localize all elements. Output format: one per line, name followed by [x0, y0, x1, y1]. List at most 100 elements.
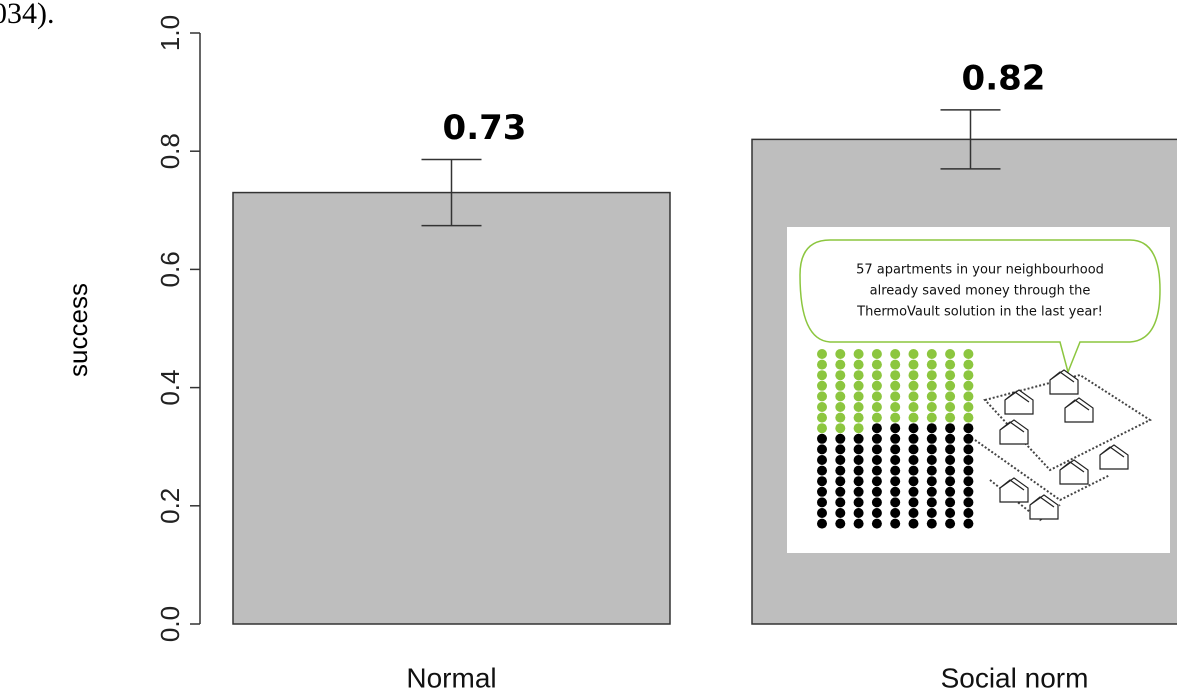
dot: [945, 360, 955, 370]
dot: [909, 360, 919, 370]
dot: [854, 444, 864, 454]
x-tick-label: Normal: [406, 662, 496, 693]
dot: [872, 402, 882, 412]
dot: [890, 349, 900, 359]
dot: [854, 497, 864, 507]
y-tick-label: 0.4: [155, 370, 185, 406]
dot: [890, 444, 900, 454]
dot: [963, 391, 973, 401]
dot: [963, 360, 973, 370]
dot: [927, 434, 937, 444]
dot: [835, 434, 845, 444]
dot: [835, 487, 845, 497]
dot: [854, 476, 864, 486]
text-fragment: 034).: [0, 0, 55, 30]
dot: [835, 402, 845, 412]
dot: [945, 508, 955, 518]
dot: [817, 423, 827, 433]
dot: [963, 508, 973, 518]
dot: [817, 519, 827, 529]
dot: [963, 497, 973, 507]
dot: [963, 466, 973, 476]
dot: [817, 370, 827, 380]
dot: [945, 391, 955, 401]
dot: [872, 519, 882, 529]
dot: [890, 487, 900, 497]
dot: [909, 423, 919, 433]
dot: [945, 476, 955, 486]
dot: [963, 519, 973, 529]
inset: 57 apartments in your neighbourhoodalrea…: [787, 227, 1170, 553]
dot: [909, 476, 919, 486]
dot: [890, 360, 900, 370]
dot: [927, 360, 937, 370]
dot: [890, 466, 900, 476]
dot: [945, 466, 955, 476]
dot: [817, 349, 827, 359]
y-tick-label: 0.0: [155, 606, 185, 642]
dot: [890, 413, 900, 423]
dot: [927, 370, 937, 380]
dot: [945, 349, 955, 359]
dot: [963, 370, 973, 380]
dot: [945, 444, 955, 454]
dot: [835, 360, 845, 370]
dot: [872, 423, 882, 433]
dot: [872, 497, 882, 507]
dot: [835, 413, 845, 423]
dot: [909, 402, 919, 412]
dot: [890, 381, 900, 391]
dot: [817, 455, 827, 465]
dot: [872, 381, 882, 391]
dot: [835, 455, 845, 465]
dot: [945, 519, 955, 529]
dot: [909, 487, 919, 497]
dot: [817, 487, 827, 497]
dot: [854, 455, 864, 465]
dot: [909, 434, 919, 444]
dot: [909, 349, 919, 359]
dot: [927, 497, 937, 507]
dot: [854, 370, 864, 380]
dot: [817, 381, 827, 391]
inset-text: already saved money through the: [870, 284, 1091, 299]
dot: [872, 466, 882, 476]
dot: [872, 487, 882, 497]
dot: [835, 391, 845, 401]
dot: [909, 466, 919, 476]
y-tick-label: 1.0: [155, 15, 185, 51]
dot: [890, 519, 900, 529]
dot: [854, 519, 864, 529]
dot: [872, 434, 882, 444]
dot: [890, 370, 900, 380]
x-tick-label: Social norm: [941, 662, 1089, 693]
dot: [854, 466, 864, 476]
dot: [927, 455, 937, 465]
dot: [909, 381, 919, 391]
bar: [233, 193, 670, 624]
dot: [854, 360, 864, 370]
dot: [963, 402, 973, 412]
dot: [835, 519, 845, 529]
dot: [872, 370, 882, 380]
dot: [945, 413, 955, 423]
dot: [854, 402, 864, 412]
dot: [835, 497, 845, 507]
dot: [963, 455, 973, 465]
inset-text: ThermoVault solution in the last year!: [856, 305, 1103, 320]
dot: [872, 391, 882, 401]
dot: [890, 391, 900, 401]
dot: [872, 444, 882, 454]
dot: [872, 508, 882, 518]
dot: [945, 434, 955, 444]
dot: [927, 402, 937, 412]
dot: [835, 381, 845, 391]
dot: [854, 434, 864, 444]
dot: [945, 402, 955, 412]
dot: [817, 497, 827, 507]
dot: [872, 476, 882, 486]
dot: [817, 444, 827, 454]
dot: [872, 455, 882, 465]
dot: [909, 444, 919, 454]
dot: [945, 455, 955, 465]
